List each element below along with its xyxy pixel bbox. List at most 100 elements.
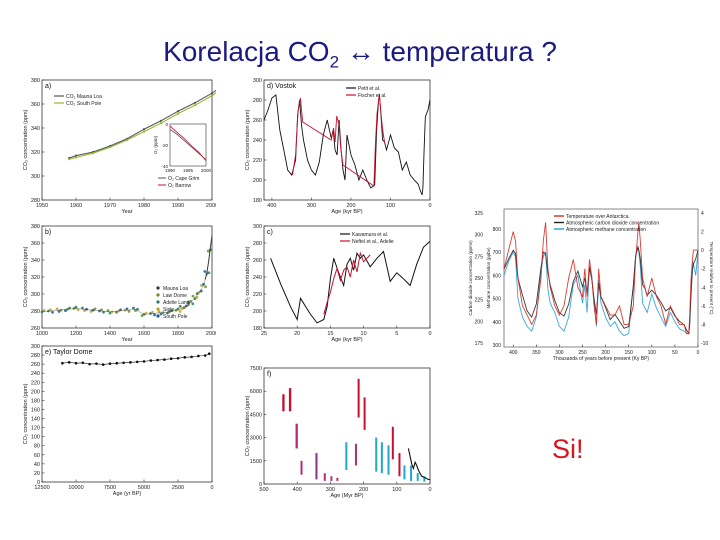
y-tick-label: 300 (253, 224, 262, 230)
inset-y-tick-label: -40 (161, 164, 168, 169)
data-point (142, 130, 146, 133)
data-point (91, 152, 95, 155)
data-point (76, 308, 80, 312)
data-point (74, 154, 78, 157)
legend-label: Law Dome (163, 293, 187, 299)
x-tick-label: 100 (648, 350, 657, 356)
x-tick-label: 2500 (172, 485, 184, 491)
y-tick-label-temp: 2 (701, 230, 704, 236)
x-tick-label: 1400 (104, 331, 116, 337)
x-tick-label: 500 (259, 487, 268, 493)
data-point (101, 363, 105, 366)
x-tick-label: 50 (672, 350, 678, 356)
x-axis-label: Age (kyr BP) (331, 337, 362, 343)
y-tick-label-co2: 225 (475, 298, 484, 304)
y-tick-label: 200 (253, 178, 262, 184)
panel-label: b) (45, 229, 51, 236)
y-tick-label: 100 (31, 435, 40, 441)
range-bar (423, 476, 426, 482)
y-tick-label-co2: 200 (475, 319, 484, 325)
y-tick-label-ch4: 800 (493, 227, 502, 233)
y-tick-label: 6000 (250, 389, 262, 395)
data-point (163, 358, 166, 361)
y-tick-label: 340 (31, 258, 40, 264)
range-bar (403, 465, 406, 480)
x-tick-label: 1970 (104, 203, 116, 209)
y-tick-label: 140 (31, 417, 40, 423)
y-tick-label: 280 (253, 241, 262, 247)
y-tick-label-co2: 300 (475, 233, 484, 239)
legend-swatch (156, 293, 160, 297)
x-tick-label: 0 (697, 350, 700, 356)
data-point (178, 304, 182, 308)
y-tick-label: 300 (31, 292, 40, 298)
data-point (207, 352, 211, 356)
y-tick-label: 280 (253, 98, 262, 104)
data-point (132, 306, 135, 310)
chart-g-svg: 400 350 300 250 200 150 100 50 03253002752502252… (468, 205, 714, 362)
legend-swatch (156, 300, 160, 304)
data-point (100, 308, 103, 312)
range-bar (336, 477, 339, 481)
y-tick-label: 240 (31, 371, 40, 377)
y-axis-label: CO₂ concentration (ppm) (245, 395, 251, 456)
data-point (157, 310, 161, 313)
range-bar (323, 473, 326, 481)
plot-frame (503, 208, 699, 348)
range-bar (288, 388, 292, 412)
plot-frame (41, 79, 213, 201)
series-line-2 (292, 93, 386, 187)
y-axis-label: CO₂ concentration (ppm) (23, 383, 29, 444)
series-line-3 (503, 247, 699, 337)
panel-label: a) (45, 83, 51, 90)
x-tick-label: 0 (428, 331, 431, 337)
data-point (93, 307, 97, 311)
x-tick-label: 1950 (36, 203, 48, 209)
plot-frame (41, 225, 213, 329)
x-tick-label: 10 (361, 331, 367, 337)
data-point (190, 355, 193, 359)
data-point (125, 307, 129, 311)
series-line-2 (323, 251, 371, 315)
data-point (125, 138, 129, 142)
data-point (88, 362, 91, 366)
y-tick-label: 80 (34, 444, 40, 450)
y-tick-label: 1500 (250, 459, 262, 465)
panel-label: d) Vostok (267, 83, 297, 90)
x-tick-label: 250 (578, 350, 587, 356)
data-point (108, 146, 112, 149)
y-tick-label-ch4: 300 (493, 343, 502, 349)
data-point (159, 122, 163, 125)
legend-label: Atmospheric methane concentration (566, 227, 646, 233)
y-tick-label-temp: 4 (701, 211, 704, 217)
legend-label: Temperature over Antarctica (566, 214, 629, 220)
data-point (169, 357, 173, 360)
range-bar (410, 465, 413, 481)
x-tick-label: 1800 (172, 331, 184, 337)
legend-swatch (156, 286, 160, 290)
data-point (64, 309, 67, 312)
range-bar (345, 442, 348, 471)
chart-a-svg: 1950 1960 1970 1980 1990 2000 280 300 320 340 360 3… (23, 78, 227, 215)
data-point (191, 302, 195, 306)
x-tick-label: 1600 (138, 331, 150, 337)
data-point (108, 311, 112, 315)
data-point (142, 360, 146, 363)
x-tick-label: 400 (293, 487, 302, 493)
data-point (193, 104, 197, 107)
legend-label: Adelie Land (163, 300, 190, 306)
inset-legend-label: O₂ Barrow (168, 183, 191, 189)
x-tick-label: 350 (532, 350, 541, 356)
data-point (159, 312, 163, 316)
x-tick-label: 2000 (206, 331, 216, 337)
y-axis-label: CO₂ concentration (ppm) (23, 246, 29, 307)
data-point (81, 361, 85, 365)
data-point (156, 358, 159, 362)
y-tick-label: 0 (259, 482, 262, 488)
data-point (89, 310, 93, 313)
y-tick-label-temp: -10 (701, 341, 708, 347)
x-tick-label: 300 (555, 350, 564, 356)
y-tick-label: 240 (253, 275, 262, 281)
y-tick-label-co2: 325 (475, 211, 484, 217)
inset-y-tick-label: 0 (165, 122, 168, 127)
